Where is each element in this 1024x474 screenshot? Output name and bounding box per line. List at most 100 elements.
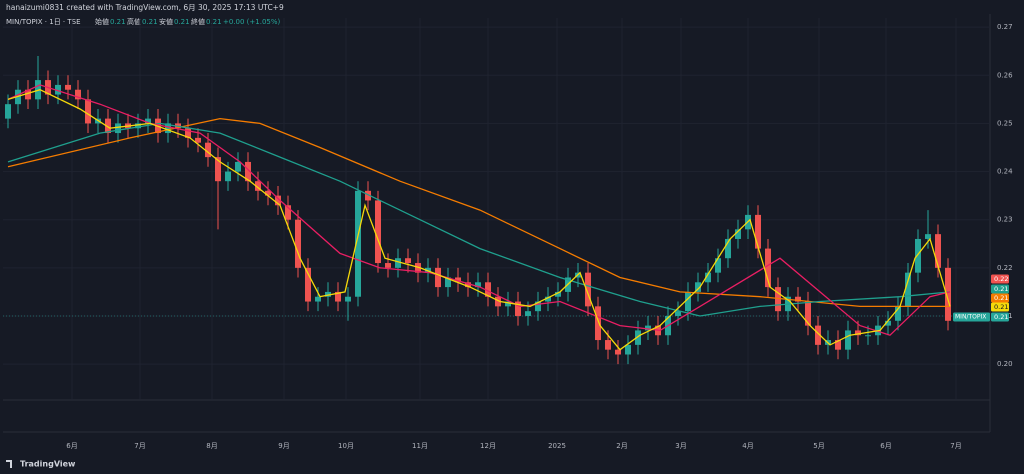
- candle-body: [635, 330, 641, 345]
- candle-body: [285, 205, 291, 220]
- y-tick-label: 0.20: [997, 360, 1013, 368]
- candle-body: [755, 214, 761, 249]
- x-tick-label: 7月: [134, 442, 145, 450]
- y-tick-label: 0.22: [997, 264, 1013, 272]
- ohlc-label: 高値: [127, 17, 141, 26]
- y-tick-label: 0.23: [997, 216, 1013, 224]
- candle-body: [315, 296, 321, 302]
- candle-body: [255, 181, 261, 191]
- candle-body: [685, 291, 691, 312]
- x-tick-label: 6月: [880, 442, 891, 450]
- x-tick-label: 6月: [66, 442, 77, 450]
- candle-body: [75, 89, 81, 100]
- candle-body: [225, 171, 231, 182]
- candle-body: [475, 282, 481, 288]
- candle-body: [585, 272, 591, 307]
- x-tick-label: 10月: [338, 442, 354, 450]
- x-tick-label: 9月: [278, 442, 289, 450]
- ma-line: [7, 89, 951, 351]
- candle-body: [775, 287, 781, 312]
- candle-body: [735, 229, 741, 239]
- price-badge: [991, 284, 1009, 294]
- x-tick-label: 2025: [548, 442, 566, 450]
- candle-body: [765, 248, 771, 288]
- candle-body: [855, 330, 861, 336]
- candle-body: [595, 306, 601, 341]
- logo-icon: [6, 460, 12, 468]
- candle-body: [695, 282, 701, 292]
- ohlc-value: 0.21: [174, 18, 190, 26]
- x-tick-label: 8月: [206, 442, 217, 450]
- last-price-value: 0.21: [994, 313, 1008, 321]
- candle-body: [65, 84, 71, 90]
- candle-body: [345, 296, 351, 302]
- last-price-badge: [991, 312, 1009, 322]
- last-price-tag: [953, 312, 990, 322]
- candle-body: [835, 340, 841, 350]
- candle-body: [275, 195, 281, 206]
- candle-body: [185, 128, 191, 138]
- x-tick-label: 7月: [950, 442, 961, 450]
- candle-body: [705, 272, 711, 283]
- price-badge: [991, 293, 1009, 303]
- y-tick-label: 0.26: [997, 71, 1013, 79]
- symbol: MIN/TOPIX · 1日 · TSE: [6, 18, 81, 26]
- candle-body: [135, 123, 141, 129]
- candle-body: [215, 157, 221, 182]
- last-price-name: MIN/TOPIX: [955, 314, 986, 321]
- candle-body: [455, 277, 461, 283]
- candle-body: [625, 344, 631, 355]
- price-badge-label: 0.22: [994, 275, 1008, 283]
- candle-body: [25, 89, 31, 100]
- candle-body: [935, 234, 941, 268]
- candle-body: [945, 267, 951, 321]
- candle-body: [325, 291, 331, 297]
- candle-body: [795, 296, 801, 302]
- candle-body: [445, 277, 451, 288]
- candle-body: [905, 272, 911, 307]
- candle-body: [265, 190, 271, 196]
- candle-body: [555, 291, 561, 297]
- candle-body: [495, 296, 501, 307]
- candle-body: [865, 335, 871, 337]
- y-tick-label: 0.27: [997, 23, 1013, 31]
- x-tick-label: 4月: [742, 442, 753, 450]
- x-tick-label: 5月: [813, 442, 824, 450]
- candle-body: [895, 306, 901, 321]
- candle-body: [305, 267, 311, 302]
- candle-body: [815, 325, 821, 345]
- price-badge: [991, 274, 1009, 284]
- candle-body: [615, 349, 621, 355]
- ma-line: [7, 84, 951, 336]
- candle-body: [355, 190, 361, 297]
- x-tick-label: 12月: [480, 442, 496, 450]
- change: +0.00 (+1.05%): [223, 18, 281, 26]
- candle-body: [675, 311, 681, 316]
- candle-body: [605, 340, 611, 350]
- x-tick-label: 3月: [675, 442, 686, 450]
- price-badge: [991, 302, 1009, 312]
- candle-body: [195, 137, 201, 143]
- candle-body: [435, 267, 441, 288]
- candle-body: [375, 200, 381, 264]
- candle-body: [385, 263, 391, 268]
- candle-body: [515, 301, 521, 316]
- candle-body: [245, 161, 251, 182]
- candle-body: [55, 84, 61, 95]
- ma-line: [7, 117, 950, 308]
- candle-body: [885, 320, 891, 326]
- x-tick-label: 11月: [412, 442, 428, 450]
- ohlc-value: 0.21: [206, 18, 222, 26]
- price-badge-label: 0.21: [994, 294, 1008, 302]
- candle-body: [485, 282, 491, 297]
- ohlc-label: 始値: [95, 17, 109, 26]
- candle-body: [205, 142, 211, 158]
- candle-body: [535, 301, 541, 312]
- credit: hanaizumi0831 created with TradingView.c…: [6, 3, 284, 12]
- candle-body: [335, 291, 341, 302]
- candle-body: [165, 123, 171, 134]
- x-tick-label: 2月: [616, 442, 627, 450]
